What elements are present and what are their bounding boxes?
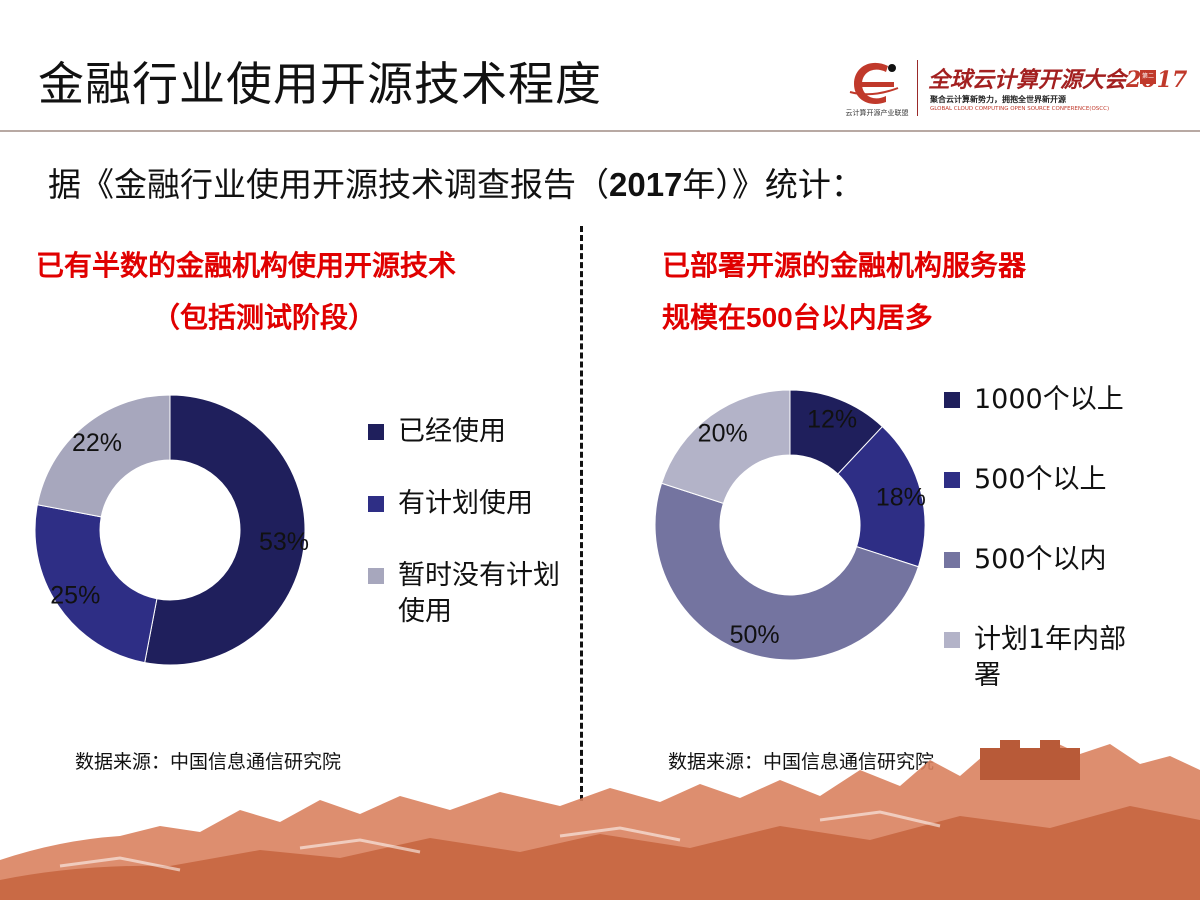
legend-label-no-plan: 暂时没有计划 xyxy=(398,560,560,591)
logo-separator xyxy=(917,60,918,116)
legend-label-planned-1yr-cont: 署 xyxy=(974,660,1001,691)
subtitle-prefix: 据《金融行业使用开源技术调查报告（ xyxy=(48,165,609,204)
legend-swatch-over-500 xyxy=(944,472,960,488)
right-source: 数据来源：中国信息通信研究院 xyxy=(668,751,935,773)
donut-slice-used xyxy=(144,394,306,666)
page-title: 金融行业使用开源技术程度 xyxy=(38,57,602,111)
legend-label-over-1000: 1000个以上 xyxy=(974,384,1124,415)
data-label-planned: 25% xyxy=(50,581,100,609)
donut-chart-usage: 53% 25% 22% xyxy=(34,394,309,666)
page-subtitle: 据《金融行业使用开源技术调查报告（2017年）》统计： xyxy=(48,158,864,206)
logo-tagline-en: GLOBAL CLOUD COMPUTING OPEN SOURCE CONFE… xyxy=(930,106,1110,112)
legend-label-over-500: 500个以上 xyxy=(974,464,1107,495)
legend-swatch-planned-1yr xyxy=(944,632,960,648)
data-label-over-500: 18% xyxy=(876,484,926,512)
subtitle-year: 2017 xyxy=(609,166,683,203)
logo-badge: 第二届 xyxy=(1140,70,1156,94)
donut-slice-planned xyxy=(34,504,158,664)
legend-label-used: 已经使用 xyxy=(398,416,506,447)
data-label-over-1000: 12% xyxy=(807,406,857,434)
right-heading-line1: 已部署开源的金融机构服务器 xyxy=(662,249,1027,282)
legend-swatch-used xyxy=(368,424,384,440)
legend-swatch-planned xyxy=(368,496,384,512)
donut-slice-under-500 xyxy=(654,482,920,661)
donut-slice-planned-1yr xyxy=(660,389,791,504)
legend-label-planned-1yr: 计划1年内部 xyxy=(974,624,1127,655)
right-heading-post: 台以内居多 xyxy=(792,301,933,334)
donut-chart-servers: 12% 18% 50% 20% xyxy=(654,389,926,661)
logo-emblem-icon xyxy=(849,62,899,104)
legend-servers: 1000个以上 500个以上 500个以内 计划1年内部署 xyxy=(944,382,1174,702)
great-wall-decoration xyxy=(0,740,1200,900)
right-heading-pre: 规模在 xyxy=(662,301,747,334)
subtitle-suffix: 年）》统计： xyxy=(682,165,864,204)
header-rule xyxy=(0,130,1200,132)
logo-name: 全球云计算开源大会2017 xyxy=(928,62,1187,94)
logo-name-year: 2017 xyxy=(1126,67,1188,93)
left-source: 数据来源：中国信息通信研究院 xyxy=(75,751,342,773)
logo-tagline: 聚合云计算新势力，拥抱全世界新开源 xyxy=(930,95,1066,104)
logo-name-text: 全球云计算开源大会 xyxy=(928,67,1127,93)
data-label-used: 53% xyxy=(259,528,309,556)
left-heading-line2: （包括测试阶段） xyxy=(152,301,377,334)
conference-logo: 云计算开源产业联盟 全球云计算开源大会2017 第二届 聚合云计算新势力，拥抱全… xyxy=(842,58,1187,122)
donut-slice-no-plan xyxy=(36,394,171,518)
data-label-under-500: 50% xyxy=(730,621,780,649)
legend-swatch-no-plan xyxy=(368,568,384,584)
right-heading-line2: 规模在500台以内居多 xyxy=(662,296,933,336)
data-label-no-plan: 22% xyxy=(72,429,122,457)
legend-swatch-over-1000 xyxy=(944,392,960,408)
legend-label-under-500: 500个以内 xyxy=(974,544,1107,575)
data-label-planned-1yr: 20% xyxy=(698,419,748,447)
legend-usage: 已经使用有计划使用暂时没有计划 使用 xyxy=(368,414,578,654)
left-heading-line1: 已有半数的金融机构使用开源技术 xyxy=(36,249,457,282)
legend-swatch-under-500 xyxy=(944,552,960,568)
right-heading-num: 500 xyxy=(746,302,793,333)
logo-org-text: 云计算开源产业联盟 xyxy=(845,109,909,117)
legend-label-planned: 有计划使用 xyxy=(398,488,533,519)
legend-label-no-plan-cont: 使用 xyxy=(398,596,452,627)
column-divider xyxy=(580,226,583,801)
